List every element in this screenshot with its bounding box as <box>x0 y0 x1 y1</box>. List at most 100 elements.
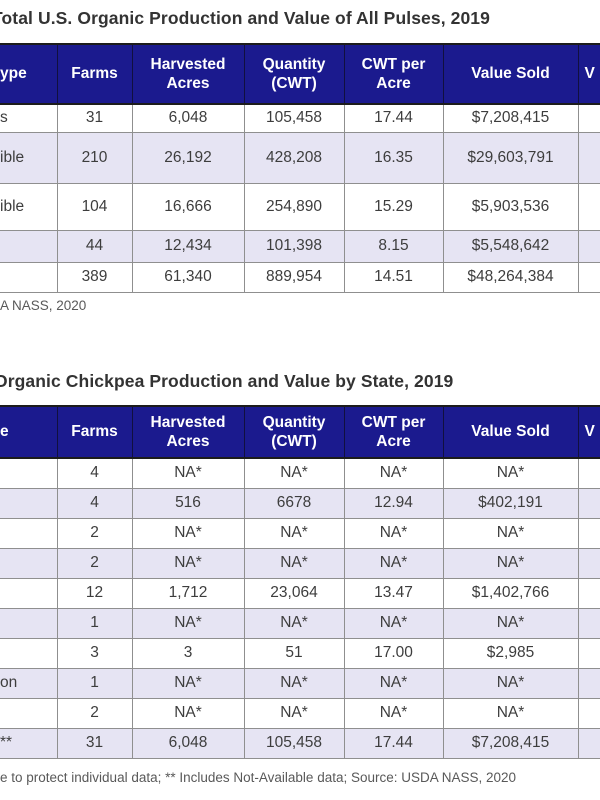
table-cell: NA* <box>243 517 345 549</box>
row-label <box>0 547 58 579</box>
column-header: Value Sold <box>442 405 579 459</box>
table-row: 4 NA* NA* NA* NA* <box>0 457 600 489</box>
table-cell: NA* <box>343 667 444 699</box>
table-cell: NA* <box>442 607 579 639</box>
table-cell: 26,192 <box>131 131 245 184</box>
pulses-table: ype Farms Harvested Acres Quantity (CWT) CWT… <box>0 43 600 293</box>
table-row: 2 NA* NA* NA* NA* <box>0 547 600 579</box>
table-cell: $5,548,642 <box>442 229 579 263</box>
table-cell: 889,954 <box>243 261 345 293</box>
column-header: Quantity (CWT) <box>243 43 345 105</box>
table-cell: 2 <box>56 547 133 579</box>
table-cell <box>577 457 600 489</box>
table-cell: 23,064 <box>243 577 345 609</box>
table-cell: 14.51 <box>343 261 444 293</box>
table-cell: 12,434 <box>131 229 245 263</box>
column-header: CWT per Acre <box>343 43 444 105</box>
table-cell: 6,048 <box>131 727 245 759</box>
table-cell: 13.47 <box>343 577 444 609</box>
column-header: V <box>577 43 600 105</box>
table-cell <box>577 577 600 609</box>
table-cell: 15.29 <box>343 182 444 231</box>
row-label: ible <box>0 131 58 184</box>
chickpea-table: e Farms Harvested Acres Quantity (CWT) CWT p… <box>0 405 600 759</box>
table-cell: NA* <box>131 697 245 729</box>
table-cell: 12.94 <box>343 487 444 519</box>
table-cell: NA* <box>442 547 579 579</box>
column-header: Value Sold <box>442 43 579 105</box>
table-cell: 6678 <box>243 487 345 519</box>
table-cell <box>577 637 600 669</box>
column-header: ype <box>0 43 58 105</box>
table-cell: 12 <box>56 577 133 609</box>
table-row: ible 210 26,192 428,208 16.35 $29,603,791 <box>0 131 600 184</box>
table-cell <box>577 487 600 519</box>
table-cell: 6,048 <box>131 103 245 133</box>
table-cell: 2 <box>56 517 133 549</box>
table-row: 2 NA* NA* NA* NA* <box>0 517 600 549</box>
chickpea-table-title: Organic Chickpea Production and Value by… <box>0 371 454 391</box>
pulses-header-row: ype Farms Harvested Acres Quantity (CWT) CWT… <box>0 43 600 105</box>
chickpea-header-row: e Farms Harvested Acres Quantity (CWT) CWT p… <box>0 405 600 459</box>
table-cell: 8.15 <box>343 229 444 263</box>
table-cell <box>577 229 600 263</box>
table-cell: 104 <box>56 182 133 231</box>
table-cell: NA* <box>243 697 345 729</box>
table-cell: 4 <box>56 487 133 519</box>
table-cell: 17.44 <box>343 103 444 133</box>
table-cell: NA* <box>131 667 245 699</box>
table-cell <box>577 182 600 231</box>
table-cell: 1 <box>56 667 133 699</box>
table-cell <box>577 103 600 133</box>
table-cell: NA* <box>343 607 444 639</box>
table-row: 2 NA* NA* NA* NA* <box>0 697 600 729</box>
table-cell: NA* <box>131 547 245 579</box>
table-cell: 4 <box>56 457 133 489</box>
row-label: ** <box>0 727 58 759</box>
row-label: s <box>0 103 58 133</box>
table-cell: 17.44 <box>343 727 444 759</box>
table-cell: 105,458 <box>243 727 345 759</box>
table-cell <box>577 261 600 293</box>
table-cell: NA* <box>131 517 245 549</box>
table-row: 44 12,434 101,398 8.15 $5,548,642 <box>0 229 600 263</box>
table-cell: $2,985 <box>442 637 579 669</box>
pulses-table-title: Total U.S. Organic Production and Value … <box>0 8 490 28</box>
table-cell: NA* <box>243 607 345 639</box>
table-cell: $7,208,415 <box>442 727 579 759</box>
table-cell: NA* <box>243 667 345 699</box>
table-cell: 2 <box>56 697 133 729</box>
table-cell: 17.00 <box>343 637 444 669</box>
row-label <box>0 607 58 639</box>
table-cell: NA* <box>243 547 345 579</box>
table-row: 1 NA* NA* NA* NA* <box>0 607 600 639</box>
table-cell <box>577 517 600 549</box>
row-label <box>0 637 58 669</box>
row-label <box>0 577 58 609</box>
table-cell: NA* <box>442 517 579 549</box>
column-header: Quantity (CWT) <box>243 405 345 459</box>
table-cell: 3 <box>56 637 133 669</box>
chickpea-footnote: e to protect individual data; ** Include… <box>0 770 517 785</box>
table-cell <box>577 547 600 579</box>
table-cell: 3 <box>131 637 245 669</box>
table-cell: NA* <box>442 667 579 699</box>
table-cell: 1 <box>56 607 133 639</box>
table-cell: 105,458 <box>243 103 345 133</box>
table-cell: NA* <box>343 457 444 489</box>
row-label <box>0 261 58 293</box>
table-cell: NA* <box>442 697 579 729</box>
pulses-source-note: A NASS, 2020 <box>0 298 87 313</box>
table-cell: 101,398 <box>243 229 345 263</box>
table-cell <box>577 607 600 639</box>
table-row: ible 104 16,666 254,890 15.29 $5,903,536 <box>0 182 600 231</box>
table-cell: 428,208 <box>243 131 345 184</box>
table-cell: $48,264,384 <box>442 261 579 293</box>
table-cell: $5,903,536 <box>442 182 579 231</box>
table-row: 389 61,340 889,954 14.51 $48,264,384 <box>0 261 600 293</box>
table-cell: 254,890 <box>243 182 345 231</box>
table-row: 4 516 6678 12.94 $402,191 <box>0 487 600 519</box>
table-cell: 16.35 <box>343 131 444 184</box>
table-cell: 210 <box>56 131 133 184</box>
table-cell: NA* <box>131 607 245 639</box>
